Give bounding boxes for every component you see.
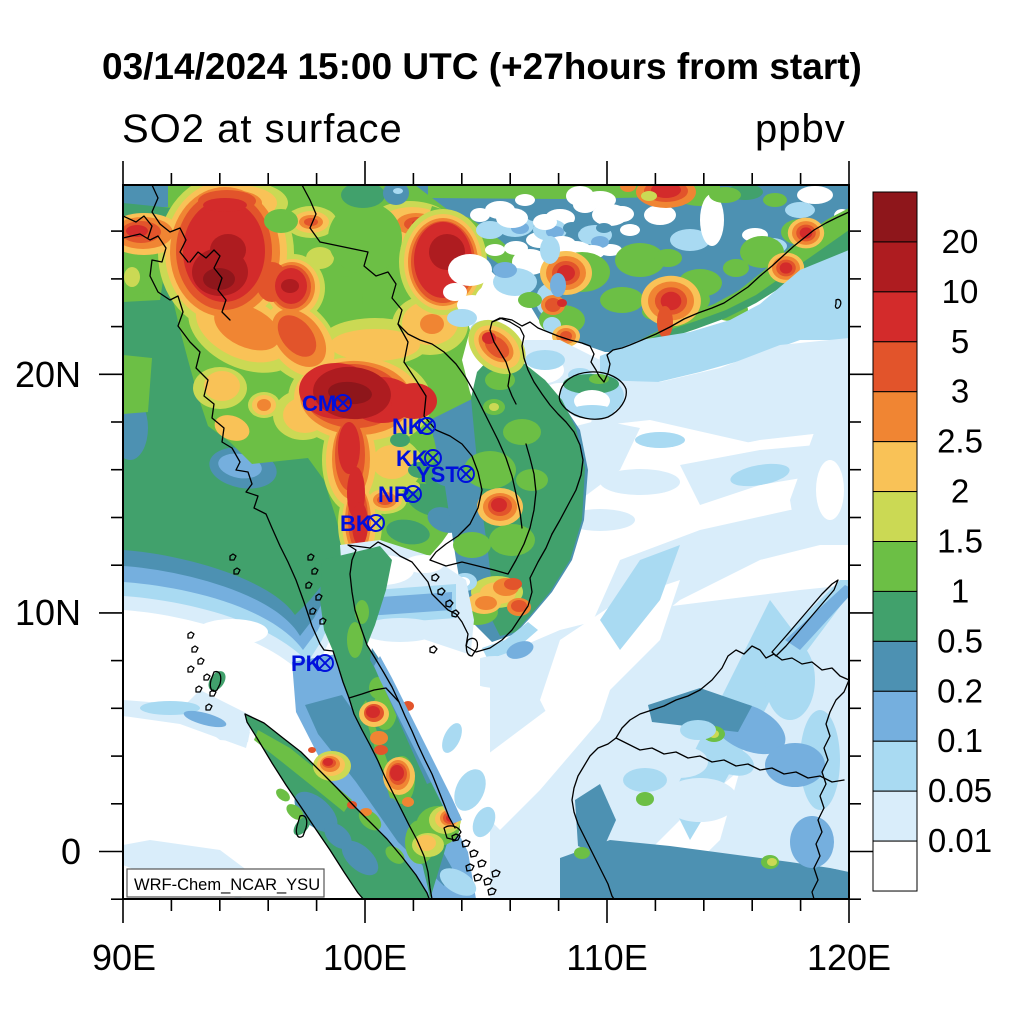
svg-text:3: 3 xyxy=(951,373,969,410)
svg-text:0.2: 0.2 xyxy=(937,672,983,709)
svg-text:1.5: 1.5 xyxy=(937,523,983,560)
svg-text:2: 2 xyxy=(951,473,969,510)
svg-text:110E: 110E xyxy=(566,937,647,978)
svg-text:0.01: 0.01 xyxy=(928,822,992,859)
svg-text:0.05: 0.05 xyxy=(928,772,992,809)
svg-text:WRF-Chem_NCAR_YSU: WRF-Chem_NCAR_YSU xyxy=(134,876,320,894)
svg-text:10: 10 xyxy=(942,273,979,310)
svg-text:YST: YST xyxy=(416,462,459,487)
svg-text:20N: 20N xyxy=(15,354,81,395)
svg-text:CM: CM xyxy=(302,391,336,416)
svg-text:0.5: 0.5 xyxy=(937,622,983,659)
svg-text:1: 1 xyxy=(951,572,969,609)
svg-text:ppbv: ppbv xyxy=(755,107,846,151)
svg-text:0: 0 xyxy=(61,831,81,872)
svg-text:100E: 100E xyxy=(323,937,407,978)
svg-text:0.1: 0.1 xyxy=(937,722,983,759)
svg-text:10N: 10N xyxy=(15,592,81,633)
svg-text:KK: KK xyxy=(396,446,428,471)
svg-text:90E: 90E xyxy=(92,937,156,978)
svg-text:5: 5 xyxy=(951,323,969,360)
svg-text:03/14/2024 15:00 UTC (+27hours: 03/14/2024 15:00 UTC (+27hours from star… xyxy=(102,46,862,87)
svg-text:SO2 at surface: SO2 at surface xyxy=(122,107,403,151)
svg-text:BK: BK xyxy=(340,511,372,536)
svg-text:20: 20 xyxy=(942,223,979,260)
svg-text:2.5: 2.5 xyxy=(937,423,983,460)
svg-text:120E: 120E xyxy=(807,937,891,978)
